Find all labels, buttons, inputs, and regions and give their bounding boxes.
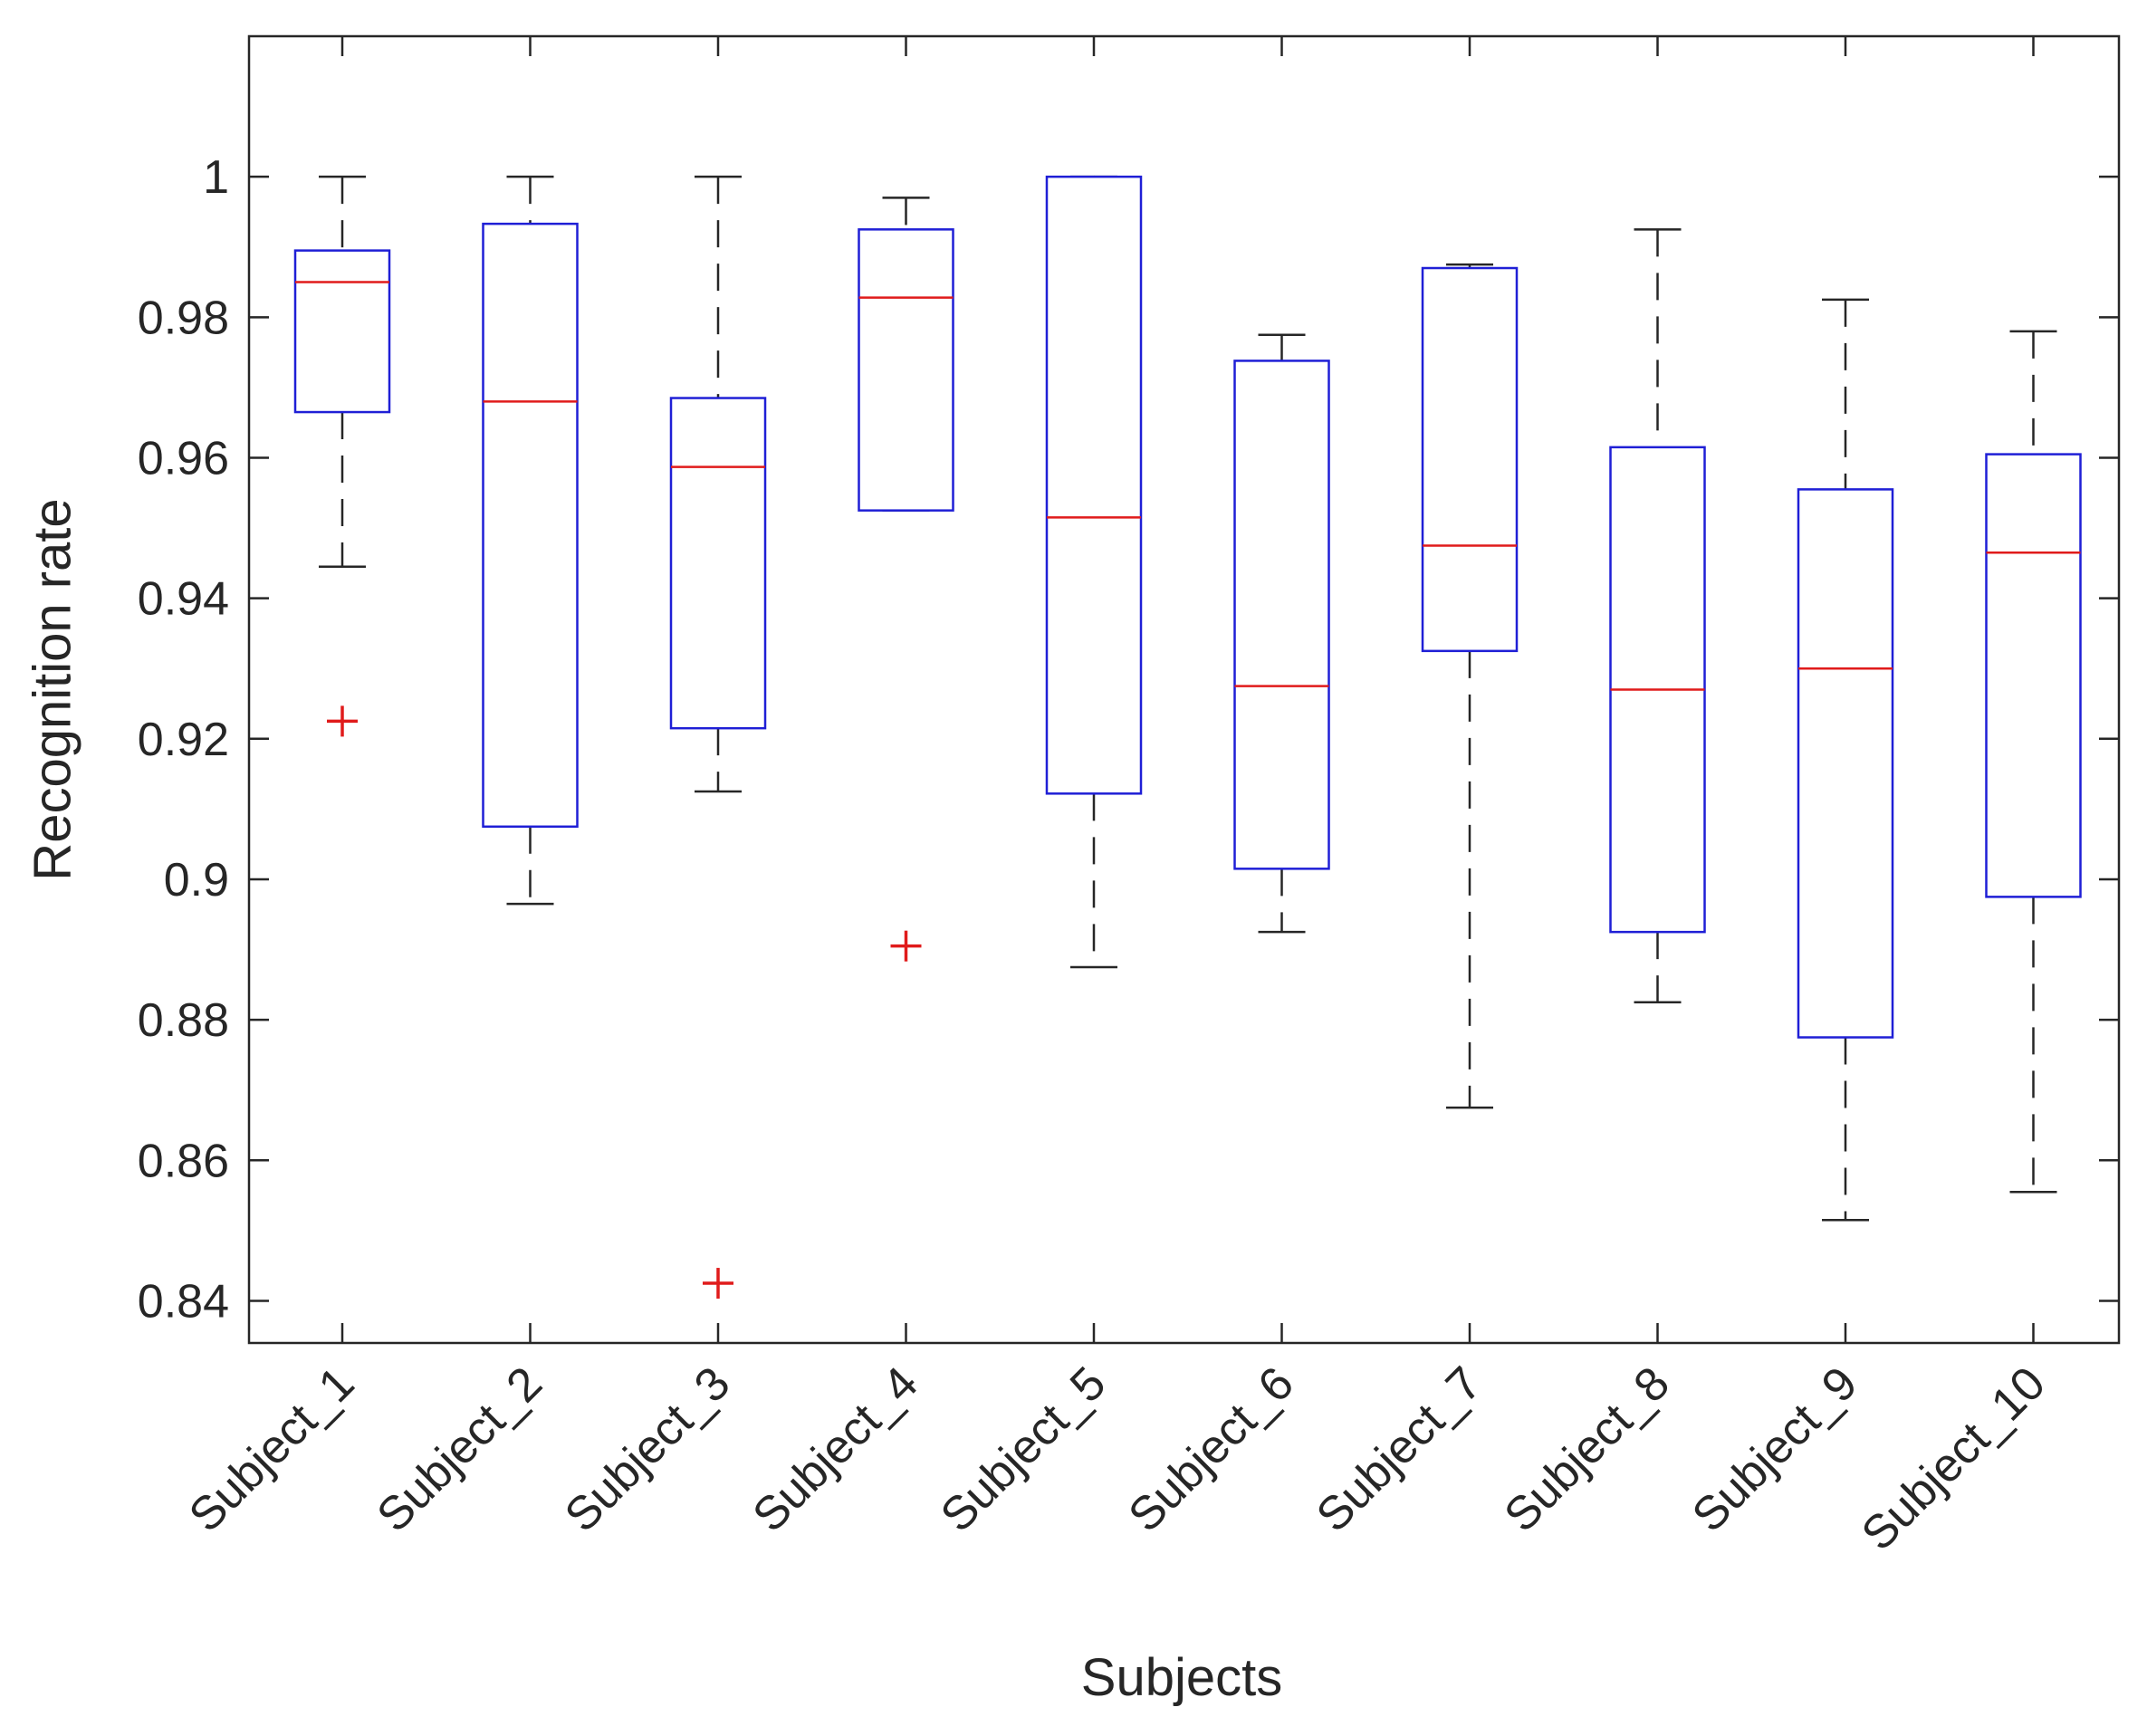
y-tick-label: 0.86 [138,1135,229,1187]
y-axis-title: Recognition rate [23,498,81,880]
y-tick-label: 0.94 [138,573,229,626]
outlier-marker [327,705,358,737]
box-subject-4 [858,197,954,962]
iqr-box [1233,360,1330,870]
y-tick-label: 0.84 [138,1275,229,1328]
iqr-box [669,397,767,730]
y-tick-label: 0.9 [164,854,229,906]
y-axis: 0.84 0.86 0.88 0.9 0.92 0.94 0.96 0.98 1 [138,151,2119,1328]
y-tick-label: 1 [203,151,229,204]
y-tick-label: 0.98 [138,292,229,344]
plot-area [293,175,2082,1300]
box-subject-1 [293,175,391,737]
box-subject-2 [482,175,579,906]
x-axis-title: Subjects [1081,1648,1282,1707]
iqr-box [1985,453,2082,898]
outlier-marker [703,1268,733,1300]
iqr-box [1045,175,1143,795]
box-subject-10 [1985,330,2082,1194]
box-subject-7 [1421,263,1519,1109]
iqr-box [482,222,579,829]
y-tick-label: 0.96 [138,432,229,484]
box-subject-9 [1797,298,1894,1222]
iqr-box [858,228,954,512]
box-subject-8 [1609,228,1706,1003]
box-subject-5 [1045,175,1143,969]
axes-frame [247,34,2121,1345]
iqr-box [1797,488,1894,1039]
y-tick-label: 0.88 [138,994,229,1047]
iqr-box [1421,266,1519,653]
box-subject-6 [1233,333,1330,934]
outlier-marker [890,930,922,962]
iqr-box [293,249,391,414]
box-subject-3 [669,175,767,1300]
y-tick-label: 0.92 [138,714,229,766]
